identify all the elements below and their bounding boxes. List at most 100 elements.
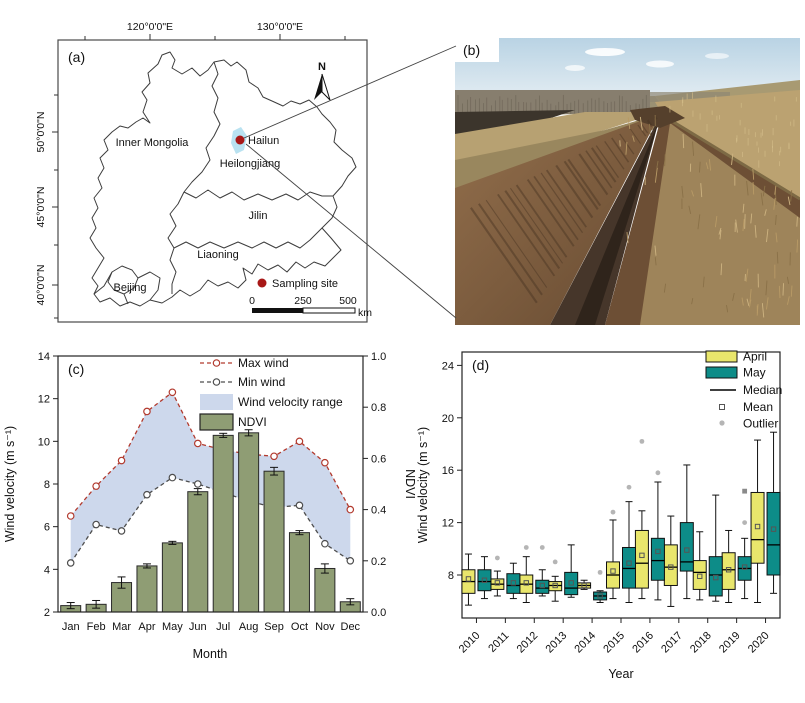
panel-b-label: (b) <box>463 42 480 58</box>
year-tick-label: 2016 <box>630 630 656 656</box>
y-tick-label-right: 1.0 <box>371 351 386 363</box>
data-point-marker <box>193 439 202 448</box>
grass-tuft <box>654 245 657 256</box>
grass-tuft <box>752 182 755 195</box>
panel-c-label: (c) <box>68 361 84 377</box>
soil-streak <box>585 150 613 189</box>
year-tick-label: 2010 <box>457 630 483 656</box>
ndvi-bars <box>60 429 361 613</box>
year-tick-label: 2014 <box>572 630 598 656</box>
year-tick-label: 2017 <box>659 630 685 656</box>
box <box>535 579 550 594</box>
soil-streak <box>555 164 594 219</box>
right-top-grassland <box>655 90 800 198</box>
grass-tuft <box>776 251 779 264</box>
soil-streak <box>578 153 609 196</box>
grass-tuft <box>746 180 749 196</box>
grass-tuft <box>778 285 781 299</box>
panel-c-chart: 2 4 6 8 10 12 14 0.0 0.2 0.4 0.6 0.8 1.0 Jan Feb Mar Apr… <box>3 351 417 661</box>
grass-tuft <box>691 298 694 305</box>
soil-streak <box>567 158 602 207</box>
soil-streak <box>646 119 653 127</box>
mean-marker <box>494 580 501 586</box>
soil-streak <box>640 123 649 134</box>
scale-250: 250 <box>294 295 312 307</box>
grass-tuft <box>702 276 705 288</box>
grass-tuft <box>682 134 685 149</box>
grass-tuft <box>719 229 722 240</box>
ndvi-bar <box>136 565 158 613</box>
box <box>766 491 781 576</box>
c-legend: Max wind Min wind Wind velocity range NDVI <box>199 356 343 431</box>
soil-streak <box>604 141 625 170</box>
soil-streak <box>478 203 543 296</box>
legend-label: Min wind <box>238 375 285 389</box>
y-tick-label-left: 8 <box>44 479 50 491</box>
c-ylabel-left: Wind velocity (m s⁻¹) <box>3 426 17 542</box>
outlier-marker <box>523 545 529 550</box>
site-label-hailun: Hailun <box>248 135 279 147</box>
y-tick-label-left: 4 <box>44 564 50 576</box>
grass-tuft <box>754 225 757 238</box>
grass-tuft <box>749 289 752 305</box>
y-tick-label-right: 0.0 <box>371 607 386 619</box>
y-tick-label-right: 0.4 <box>371 505 386 517</box>
tree-band-far <box>650 92 730 102</box>
mean-marker <box>639 552 645 559</box>
data-point-marker <box>66 512 75 520</box>
legend-label: Max wind <box>238 356 289 370</box>
soil-streak <box>515 184 568 258</box>
grass-tuft <box>632 135 635 142</box>
ndvi-bar <box>161 542 183 613</box>
grass-tuft <box>746 298 750 307</box>
box <box>622 546 636 589</box>
grass-tuft <box>654 257 657 266</box>
grass-tuft <box>775 232 778 243</box>
legend-label: Median <box>743 383 782 397</box>
data-point-marker <box>321 539 329 548</box>
grass-tuft <box>760 192 764 206</box>
region-label-jilin: Jilin <box>249 210 268 222</box>
outlier-marker <box>539 545 545 550</box>
soil-streak <box>497 193 556 277</box>
grass-tuft <box>656 160 659 168</box>
legend-bar-swatch <box>199 413 234 431</box>
y-tick-label-left: 12 <box>38 394 50 406</box>
boxes-april <box>461 438 765 607</box>
legend-marker <box>212 359 221 367</box>
data-point-marker <box>143 407 151 416</box>
d-ylabel: Wind velocity (m s⁻¹) <box>416 427 430 543</box>
grass-tuft <box>774 190 777 205</box>
grass-tuft <box>700 183 703 198</box>
data-point-marker <box>117 456 126 465</box>
grass-tuft <box>705 162 709 170</box>
right-rim-crest <box>661 113 800 201</box>
soil-streak <box>509 187 563 264</box>
soil-streak <box>595 145 620 179</box>
month-tick-label: Apr <box>138 621 155 633</box>
data-point-marker <box>117 527 126 535</box>
y-tick-label-right: 0.2 <box>371 556 386 568</box>
box <box>692 560 707 590</box>
grass-tuft <box>790 285 793 297</box>
panel-a-map: 120°0'0"E 130°0'0"E 50°0'0"N 45°0'0"N 40… <box>35 21 372 323</box>
legend-label: Outlier <box>743 417 778 431</box>
grass-tuft <box>764 209 767 216</box>
map-ticks <box>52 34 346 319</box>
grass-tuft <box>765 280 768 296</box>
soil-streak <box>629 128 642 145</box>
legend-sampling-label: Sampling site <box>272 278 338 290</box>
grass-tuft <box>761 303 765 318</box>
data-point-marker <box>143 490 151 499</box>
mean-marker <box>481 577 488 583</box>
grass-tuft <box>691 190 695 197</box>
gully-left-wall <box>455 114 660 325</box>
soil-streak <box>504 190 561 270</box>
legend-mean-marker <box>719 404 725 410</box>
region-label-inner-mongolia: Inner Mongolia <box>116 137 190 149</box>
d-legend: April May Median Mean Outlier <box>705 350 782 431</box>
grass-tuft <box>752 168 755 180</box>
month-tick-label: Nov <box>315 621 335 633</box>
mean-marker <box>581 582 587 589</box>
mean-marker <box>523 580 529 586</box>
